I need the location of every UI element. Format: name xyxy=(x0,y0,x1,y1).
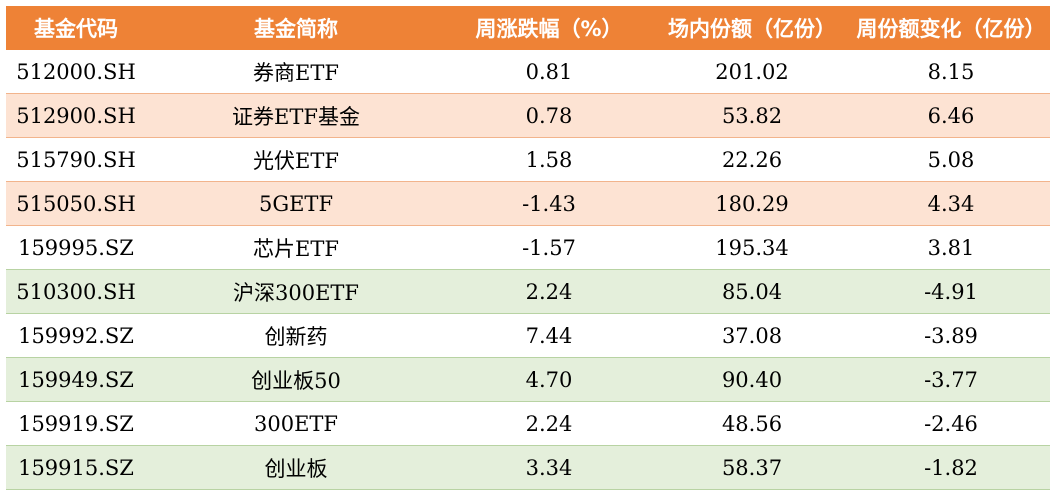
cell-share-change: -1.82 xyxy=(852,445,1050,490)
cell-share-change: 4.34 xyxy=(852,181,1050,226)
table-header: 基金代码 基金简称 周涨跌幅（%） 场内份额（亿份） 周份额变化（亿份） xyxy=(6,6,1050,50)
cell-fund-name: 创新药 xyxy=(146,313,446,358)
cell-weekly-change: 7.44 xyxy=(446,313,652,358)
cell-share-change: -3.89 xyxy=(852,313,1050,358)
cell-fund-code: 159919.SZ xyxy=(6,401,146,446)
cell-share-change: -3.77 xyxy=(852,357,1050,402)
cell-weekly-change: 4.70 xyxy=(446,357,652,402)
cell-share-change: -2.46 xyxy=(852,401,1050,446)
cell-shares: 90.40 xyxy=(652,357,852,402)
header-share-change[interactable]: 周份额变化（亿份） xyxy=(852,6,1050,50)
table-row: 159919.SZ 300ETF 2.24 48.56 -2.46 xyxy=(6,401,1050,446)
table-row: 512900.SH 证券ETF基金 0.78 53.82 6.46 xyxy=(6,93,1050,138)
table-row: 159995.SZ 芯片ETF -1.57 195.34 3.81 xyxy=(6,225,1050,270)
cell-shares: 85.04 xyxy=(652,269,852,314)
table-body: 512000.SH 券商ETF 0.81 201.02 8.15 512900.SH 证券E… xyxy=(6,50,1050,490)
cell-shares: 53.82 xyxy=(652,93,852,138)
cell-weekly-change: 2.24 xyxy=(446,401,652,446)
cell-weekly-change: -1.57 xyxy=(446,225,652,270)
cell-share-change: 8.15 xyxy=(852,50,1050,94)
cell-shares: 37.08 xyxy=(652,313,852,358)
cell-fund-name: 芯片ETF xyxy=(146,225,446,270)
cell-shares: 201.02 xyxy=(652,50,852,94)
cell-fund-code: 512900.SH xyxy=(6,93,146,138)
table-row: 510300.SH 沪深300ETF 2.24 85.04 -4.91 xyxy=(6,269,1050,314)
cell-weekly-change: 1.58 xyxy=(446,137,652,182)
cell-fund-name: 创业板 xyxy=(146,445,446,490)
cell-shares: 195.34 xyxy=(652,225,852,270)
cell-weekly-change: 2.24 xyxy=(446,269,652,314)
cell-fund-code: 159995.SZ xyxy=(6,225,146,270)
cell-fund-code: 159992.SZ xyxy=(6,313,146,358)
cell-fund-name: 沪深300ETF xyxy=(146,269,446,314)
cell-fund-name: 5GETF xyxy=(146,181,446,226)
cell-shares: 180.29 xyxy=(652,181,852,226)
cell-shares: 48.56 xyxy=(652,401,852,446)
cell-fund-name: 证券ETF基金 xyxy=(146,93,446,138)
table-row: 515790.SH 光伏ETF 1.58 22.26 5.08 xyxy=(6,137,1050,182)
etf-table-container: 基金代码 基金简称 周涨跌幅（%） 场内份额（亿份） 周份额变化（亿份） 512… xyxy=(6,6,1050,490)
table-row: 159915.SZ 创业板 3.34 58.37 -1.82 xyxy=(6,445,1050,490)
cell-fund-name: 光伏ETF xyxy=(146,137,446,182)
cell-fund-code: 510300.SH xyxy=(6,269,146,314)
cell-weekly-change: 3.34 xyxy=(446,445,652,490)
cell-shares: 58.37 xyxy=(652,445,852,490)
cell-fund-name: 券商ETF xyxy=(146,50,446,94)
cell-fund-code: 515050.SH xyxy=(6,181,146,226)
cell-fund-name: 创业板50 xyxy=(146,357,446,402)
cell-share-change: 5.08 xyxy=(852,137,1050,182)
table-row: 515050.SH 5GETF -1.43 180.29 4.34 xyxy=(6,181,1050,226)
cell-share-change: 6.46 xyxy=(852,93,1050,138)
cell-fund-code: 159915.SZ xyxy=(6,445,146,490)
cell-fund-code: 515790.SH xyxy=(6,137,146,182)
cell-fund-code: 512000.SH xyxy=(6,50,146,94)
header-fund-code[interactable]: 基金代码 xyxy=(6,6,146,50)
cell-fund-code: 159949.SZ xyxy=(6,357,146,402)
cell-fund-name: 300ETF xyxy=(146,401,446,446)
table-row: 512000.SH 券商ETF 0.81 201.02 8.15 xyxy=(6,50,1050,94)
table-row: 159992.SZ 创新药 7.44 37.08 -3.89 xyxy=(6,313,1050,358)
cell-shares: 22.26 xyxy=(652,137,852,182)
cell-share-change: -4.91 xyxy=(852,269,1050,314)
cell-weekly-change: 0.81 xyxy=(446,50,652,94)
cell-share-change: 3.81 xyxy=(852,225,1050,270)
header-fund-name[interactable]: 基金简称 xyxy=(146,6,446,50)
cell-weekly-change: 0.78 xyxy=(446,93,652,138)
header-row: 基金代码 基金简称 周涨跌幅（%） 场内份额（亿份） 周份额变化（亿份） xyxy=(6,6,1050,50)
table-row: 159949.SZ 创业板50 4.70 90.40 -3.77 xyxy=(6,357,1050,402)
cell-weekly-change: -1.43 xyxy=(446,181,652,226)
header-shares[interactable]: 场内份额（亿份） xyxy=(652,6,852,50)
etf-share-table: 基金代码 基金简称 周涨跌幅（%） 场内份额（亿份） 周份额变化（亿份） 512… xyxy=(6,6,1050,490)
header-weekly-change[interactable]: 周涨跌幅（%） xyxy=(446,6,652,50)
